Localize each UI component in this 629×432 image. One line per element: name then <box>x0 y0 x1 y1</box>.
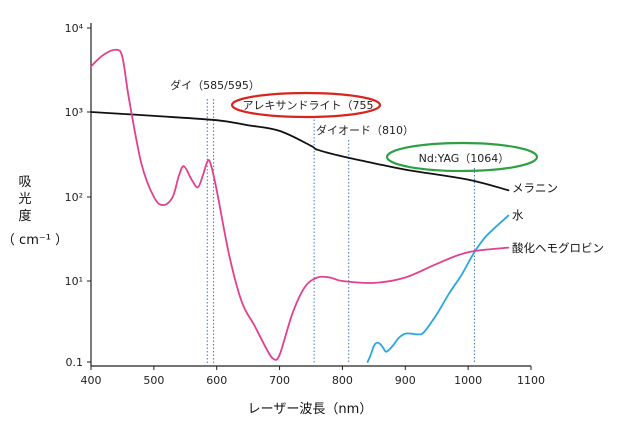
x-tick-label-600: 600 <box>206 374 227 387</box>
x-tick-label-700: 700 <box>269 374 290 387</box>
series-label-1: 水 <box>512 208 524 222</box>
y-axis-title-part-3: （ cm⁻¹ ） <box>2 233 68 248</box>
y-tick-label-0.1: 0.1 <box>66 356 84 369</box>
x-tick-label-1100: 1100 <box>517 374 545 387</box>
y-axis-title-part-0: 吸 <box>18 175 31 190</box>
x-tick-label-500: 500 <box>143 374 164 387</box>
annotation-label-0: ダイ（585/595） <box>170 78 260 92</box>
y-tick-label-1000: 10³ <box>65 106 83 119</box>
plot-area: 400 500 600 700 800 900 1000 1100 10⁴ 10³ 10² 10¹ 0.… <box>2 22 604 387</box>
x-tick-label-1000: 1000 <box>454 374 482 387</box>
series-label-0: メラニン <box>512 181 558 195</box>
series-line-0 <box>90 111 510 192</box>
annotation-label-3: Nd:YAG（1064） <box>419 152 510 165</box>
y-tick-label-10000: 10⁴ <box>65 22 84 35</box>
y-axis-title-part-2: 度 <box>18 208 31 224</box>
y-tick-label-100: 10² <box>65 191 83 204</box>
annotation-label-1: アレキサンドライト（755 <box>243 99 374 112</box>
x-tick-label-400: 400 <box>81 374 102 387</box>
annotation-ellipse-3 <box>385 141 539 173</box>
series-line-2 <box>90 48 510 361</box>
y-tick-label-10: 10¹ <box>65 275 83 288</box>
x-tick-label-900: 900 <box>395 374 416 387</box>
series-label-2: 酸化ヘモグロビン <box>512 241 604 255</box>
x-axis-title: レーザー波長（nm） <box>248 402 373 417</box>
annotation-label-2: ダイオード（810） <box>316 123 414 137</box>
x-tick-label-800: 800 <box>332 374 353 387</box>
annotation-ellipse-1 <box>230 91 382 119</box>
y-axis-title-part-1: 光 <box>18 192 31 207</box>
series-line-1 <box>366 214 510 363</box>
